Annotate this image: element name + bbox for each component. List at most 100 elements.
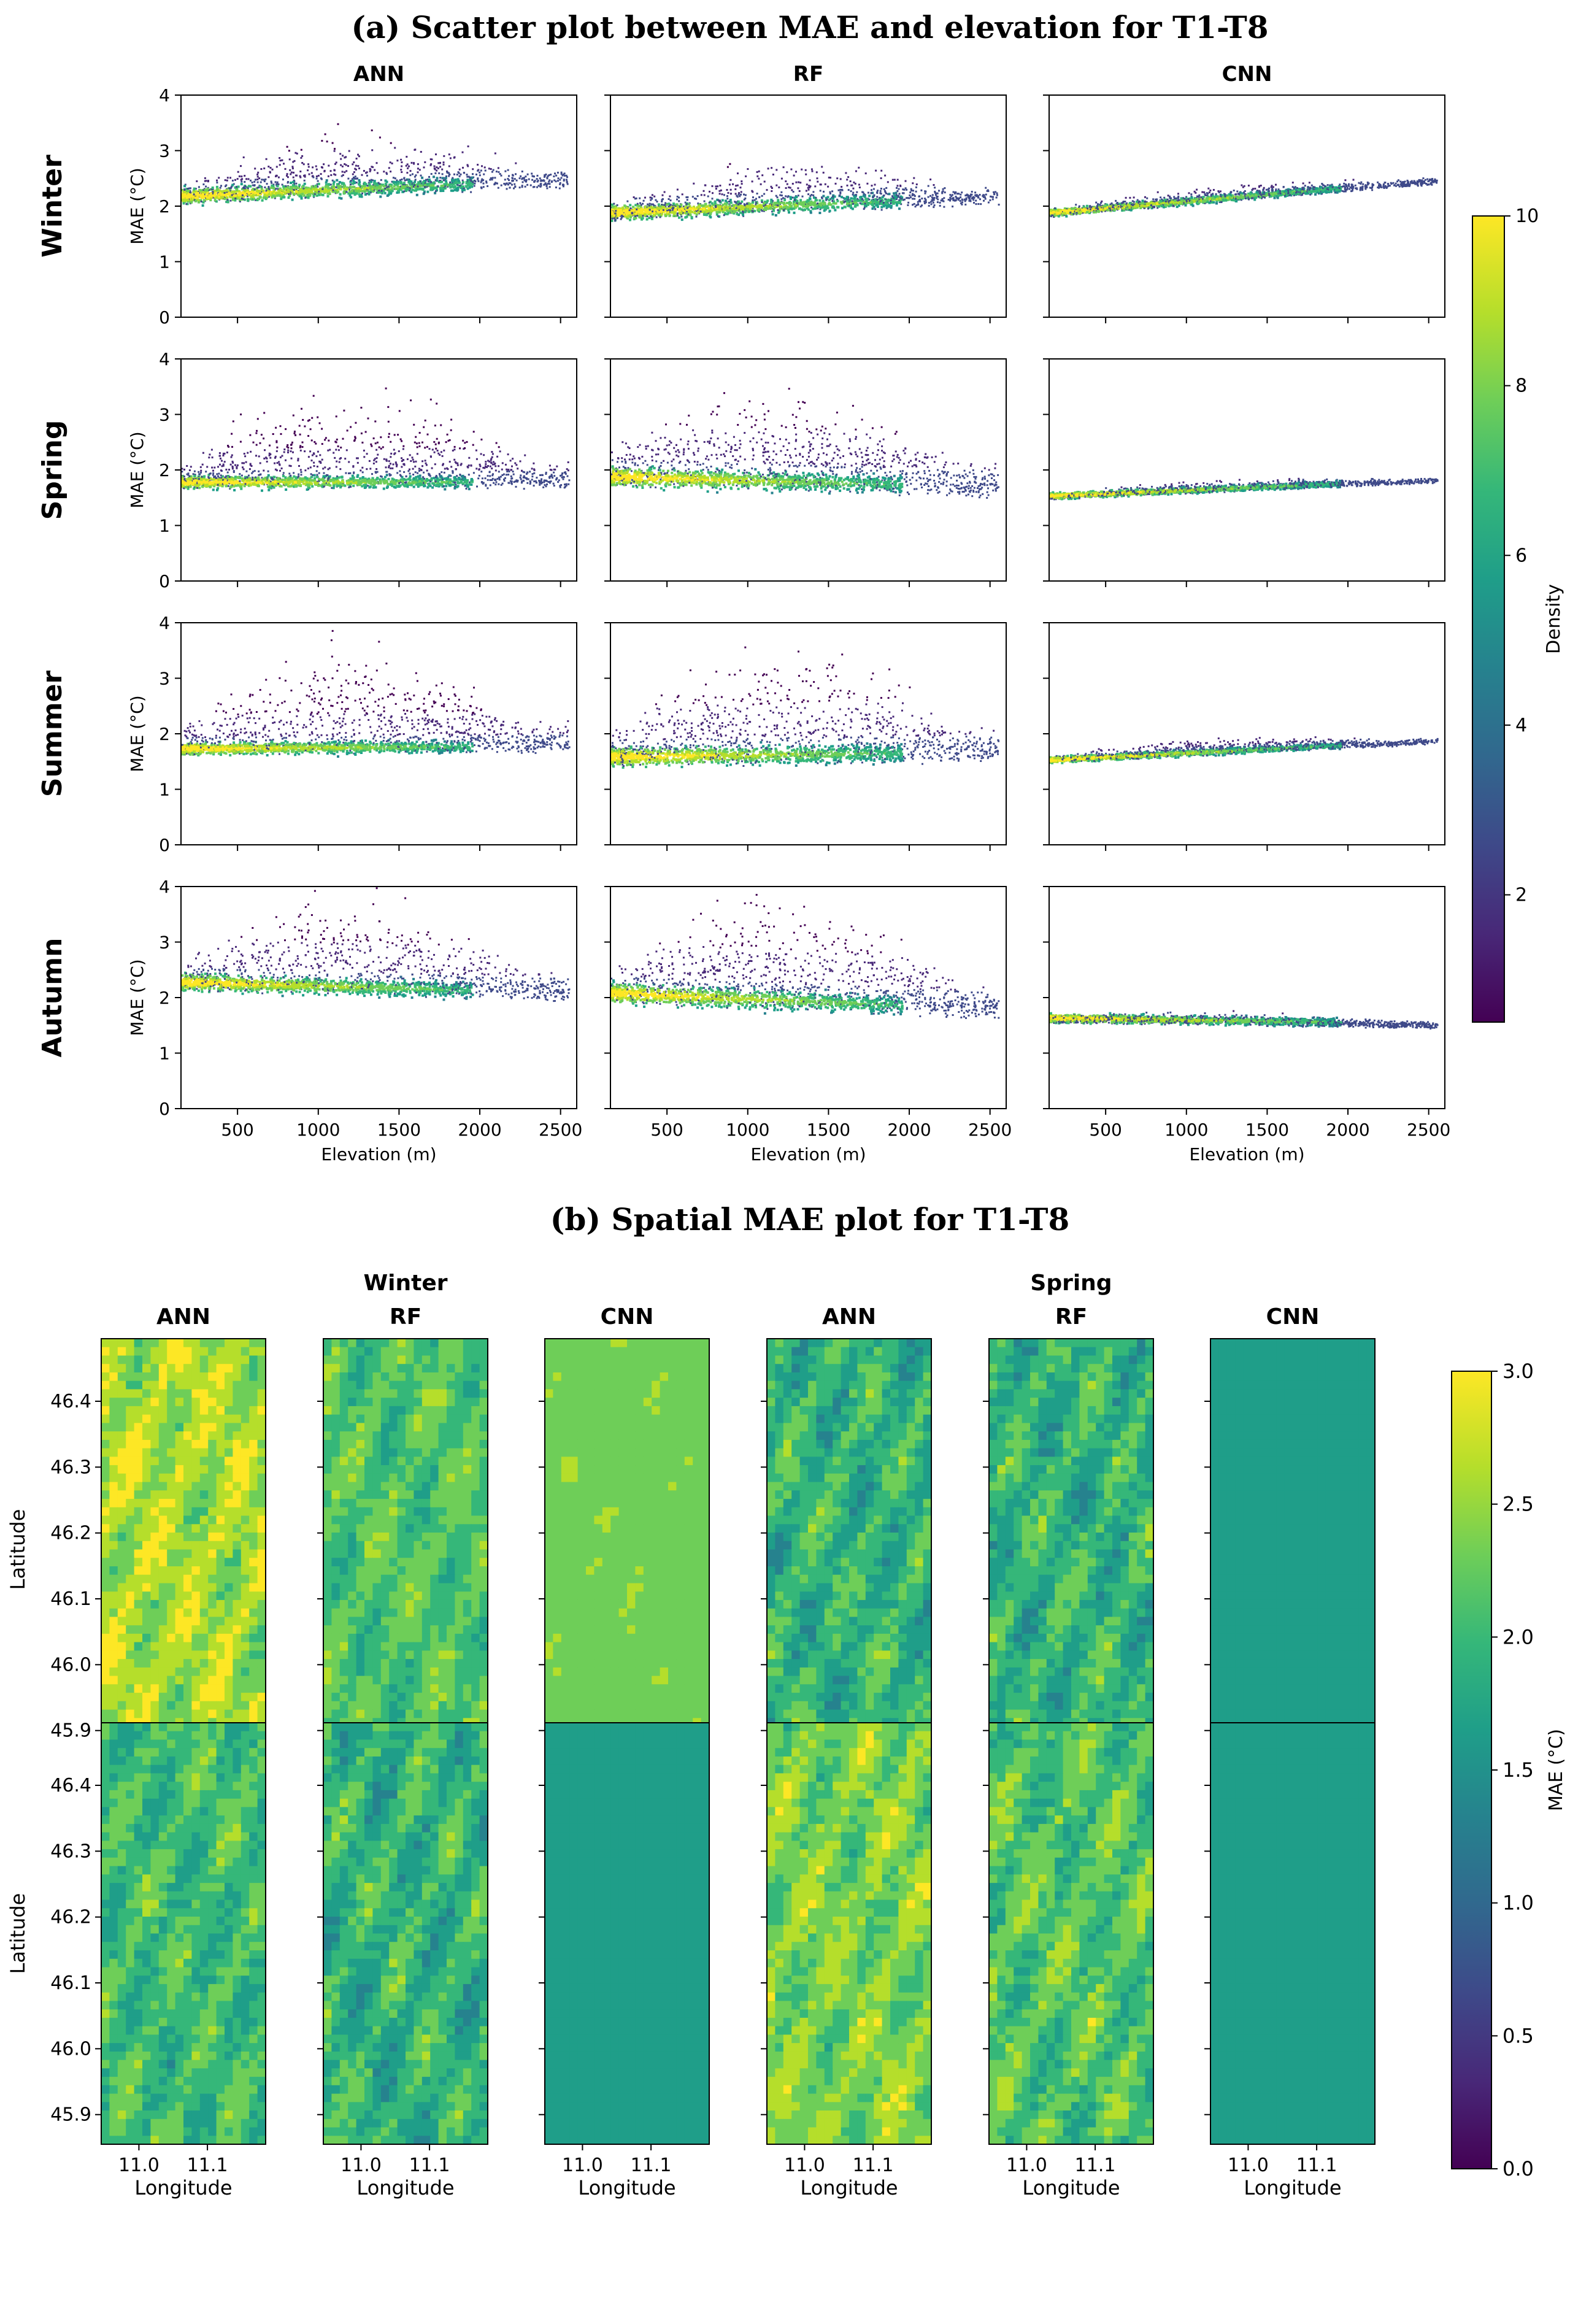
scatter-point bbox=[469, 185, 472, 188]
scatter-point bbox=[230, 186, 233, 188]
scatter-point bbox=[661, 194, 664, 196]
scatter-point bbox=[262, 196, 265, 199]
scatter-point bbox=[414, 183, 417, 187]
scatter-point bbox=[340, 158, 342, 160]
scatter-point bbox=[668, 198, 670, 200]
scatter-point bbox=[536, 186, 538, 188]
scatter-point bbox=[521, 171, 523, 172]
scatter-point bbox=[244, 194, 247, 196]
scatter-point bbox=[197, 191, 199, 193]
scatter-point bbox=[773, 203, 776, 206]
scatter-point bbox=[357, 153, 359, 156]
scatter-point bbox=[328, 191, 331, 194]
scatter-point bbox=[729, 193, 732, 195]
scatter-point bbox=[386, 173, 388, 175]
scatter-point bbox=[434, 191, 437, 194]
scatter-point bbox=[511, 183, 513, 186]
scatter-point bbox=[891, 200, 895, 203]
scatter-point bbox=[809, 197, 811, 200]
scatter-point bbox=[446, 171, 448, 173]
scatter-point bbox=[307, 196, 310, 199]
scatter-point bbox=[371, 129, 373, 131]
scatter-point bbox=[272, 183, 275, 186]
scatter-point bbox=[377, 191, 380, 194]
scatter-point bbox=[777, 199, 780, 202]
scatter-point bbox=[804, 169, 807, 171]
scatter-point bbox=[931, 198, 934, 200]
scatter-point bbox=[457, 180, 460, 183]
scatter-point bbox=[240, 196, 243, 198]
scatter-point bbox=[937, 198, 939, 201]
scatter-point bbox=[839, 192, 842, 194]
scatter-point bbox=[553, 179, 556, 182]
scatter-point bbox=[394, 147, 396, 149]
scatter-point bbox=[671, 211, 674, 214]
scatter-point bbox=[253, 188, 256, 191]
scatter-point bbox=[360, 186, 363, 189]
scatter-point bbox=[490, 177, 492, 179]
scatter-point bbox=[969, 200, 972, 202]
scatter-point bbox=[365, 189, 368, 192]
scatter-point bbox=[473, 185, 475, 187]
scatter-point bbox=[408, 165, 410, 167]
scatter-point bbox=[562, 183, 564, 186]
scatter-point bbox=[676, 206, 679, 209]
scatter-point bbox=[800, 208, 803, 211]
scatter-point bbox=[282, 194, 285, 196]
scatter-point bbox=[914, 198, 916, 200]
scatter-point bbox=[709, 208, 712, 211]
scatter-point bbox=[231, 194, 233, 196]
scatter-point bbox=[780, 191, 783, 193]
scatter-point bbox=[355, 182, 358, 184]
scatter-point bbox=[292, 180, 295, 183]
scatter-point bbox=[490, 168, 492, 170]
scatter-point bbox=[310, 191, 314, 193]
scatter-point bbox=[852, 202, 854, 205]
scatter-point bbox=[918, 195, 920, 198]
scatter-point bbox=[805, 173, 807, 175]
scatter-point bbox=[508, 179, 510, 182]
scatter-point bbox=[818, 212, 822, 214]
scatter-point bbox=[364, 187, 367, 190]
scatter-point bbox=[437, 185, 439, 188]
scatter-point bbox=[301, 155, 304, 157]
scatter-point bbox=[310, 172, 313, 174]
scatter-point bbox=[533, 181, 536, 183]
scatter-point bbox=[418, 188, 421, 191]
scatter-point bbox=[983, 194, 985, 196]
scatter-point bbox=[644, 196, 646, 199]
scatter-point bbox=[558, 187, 561, 190]
scatter-point bbox=[801, 168, 803, 171]
scatter-point bbox=[772, 174, 774, 175]
scatter-point bbox=[438, 172, 441, 174]
scatter-point bbox=[690, 206, 693, 209]
scatter-point bbox=[685, 196, 688, 198]
scatter-point bbox=[422, 192, 425, 195]
scatter-point bbox=[621, 214, 623, 216]
scatter-point bbox=[325, 190, 328, 193]
scatter-point bbox=[557, 180, 559, 182]
scatter-point bbox=[357, 165, 360, 167]
scatter-point bbox=[264, 198, 267, 201]
scatter-point bbox=[291, 184, 294, 187]
scatter-point bbox=[292, 176, 294, 179]
scatter-point bbox=[280, 195, 283, 198]
scatter-point bbox=[350, 190, 353, 193]
scatter-point bbox=[429, 158, 432, 161]
scatter-point bbox=[518, 187, 521, 189]
scatter-point bbox=[314, 185, 317, 188]
scatter-point bbox=[461, 188, 464, 191]
scatter-point bbox=[975, 203, 977, 206]
scatter-point bbox=[373, 188, 375, 191]
scatter-point bbox=[463, 172, 466, 174]
scatter-point bbox=[702, 207, 706, 210]
scatter-point bbox=[400, 187, 402, 190]
scatter-point bbox=[288, 158, 291, 161]
scatter-point bbox=[770, 185, 772, 188]
scatter-point bbox=[882, 202, 885, 204]
scatter-point bbox=[259, 185, 262, 188]
scatter-point bbox=[266, 188, 269, 191]
scatter-point bbox=[763, 202, 766, 205]
scatter-point bbox=[265, 196, 268, 199]
scatter-point bbox=[202, 196, 205, 199]
